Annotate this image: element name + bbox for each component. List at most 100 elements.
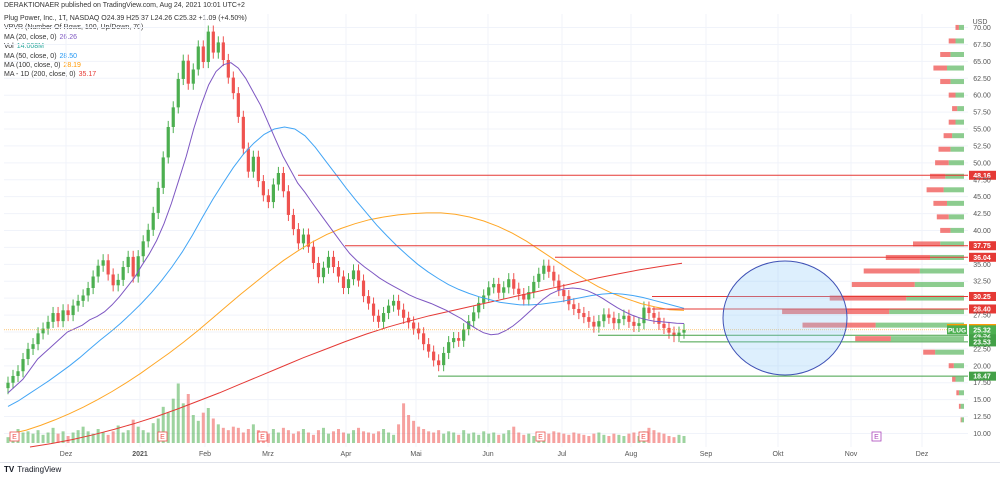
x-tick-label: Aug bbox=[625, 451, 638, 458]
x-tick-label: Apr bbox=[341, 451, 353, 458]
volume-bar bbox=[321, 427, 325, 443]
y-tick-label: 10.00 bbox=[973, 431, 991, 438]
candle-body bbox=[472, 312, 476, 322]
legend-label: Plug Power, Inc., 1T, NASDAQ O24.39 H25.… bbox=[4, 15, 247, 22]
candle-body bbox=[582, 313, 586, 318]
vpvr-bar-down bbox=[930, 173, 946, 179]
x-tick-label: 2021 bbox=[132, 451, 148, 458]
candle-body bbox=[662, 323, 666, 328]
volume-bar bbox=[632, 432, 636, 443]
volume-bar bbox=[597, 432, 601, 443]
x-tick-label: Mrz bbox=[262, 451, 274, 458]
volume-bar bbox=[146, 432, 150, 443]
vpvr-bar-down bbox=[926, 187, 944, 193]
volume-bar bbox=[196, 420, 200, 443]
volume-bar bbox=[101, 432, 105, 443]
volume-bar bbox=[482, 431, 486, 443]
candle-body bbox=[447, 342, 451, 353]
candle-body bbox=[497, 283, 501, 293]
x-tick-label: Nov bbox=[845, 451, 858, 458]
volume-bar bbox=[276, 432, 280, 443]
volume-bar bbox=[251, 424, 255, 443]
legend-row[interactable]: MA (100, close, 0) 28.19 bbox=[4, 61, 247, 70]
tradingview-logo[interactable]: TV TradingView bbox=[4, 465, 61, 474]
volume-bar bbox=[341, 432, 345, 443]
candle-body bbox=[321, 267, 326, 278]
candle-body bbox=[121, 267, 125, 280]
candle-body bbox=[391, 300, 396, 306]
volume-bar bbox=[86, 431, 90, 443]
vpvr-bar-down bbox=[851, 282, 915, 288]
volume-bar bbox=[31, 433, 35, 443]
vpvr-bar-down bbox=[948, 363, 954, 369]
volume-bar bbox=[562, 433, 566, 443]
volume-bar bbox=[166, 412, 170, 443]
y-tick-label: 12.50 bbox=[973, 414, 991, 421]
candle-body bbox=[131, 256, 135, 277]
candle-body bbox=[146, 229, 150, 242]
vpvr-bar-up bbox=[955, 38, 964, 44]
candle-body bbox=[637, 323, 641, 326]
vpvr-bar-up bbox=[948, 160, 964, 166]
legend-row[interactable]: MA - 1D (200, close, 0) 35.17 bbox=[4, 70, 247, 79]
volume-bar bbox=[382, 429, 386, 443]
candle-body bbox=[21, 359, 25, 372]
candle-body bbox=[381, 313, 386, 322]
volume-bar bbox=[367, 432, 371, 443]
volume-bar bbox=[121, 432, 125, 443]
volume-bar bbox=[151, 423, 155, 443]
earnings-marker-box bbox=[638, 431, 649, 442]
vpvr-bar-up bbox=[943, 187, 964, 193]
candle-body bbox=[612, 317, 616, 324]
candle-body bbox=[141, 241, 145, 257]
volume-bar bbox=[412, 420, 416, 443]
volume-bar bbox=[71, 432, 75, 443]
candle-body bbox=[412, 322, 416, 329]
volume-bar bbox=[326, 433, 330, 443]
candle-body bbox=[181, 60, 185, 79]
vpvr-bar-up bbox=[961, 417, 964, 423]
volume-bar bbox=[336, 429, 340, 443]
legend-row[interactable]: MA (20, close, 0) 26.26 bbox=[4, 33, 247, 42]
price-level-tag bbox=[969, 170, 996, 180]
price-level-label: 48.16 bbox=[973, 173, 991, 180]
volume-bar bbox=[517, 432, 521, 443]
volume-bar bbox=[21, 432, 25, 443]
volume-bar bbox=[577, 433, 581, 443]
legend-row[interactable]: MA (50, close, 0) 28.50 bbox=[4, 52, 247, 61]
legend-row[interactable]: Vol 14.008M bbox=[4, 42, 247, 51]
candle-body bbox=[552, 271, 556, 281]
candle-body bbox=[201, 46, 205, 63]
volume-bar bbox=[266, 433, 270, 443]
price-tag-prefix: PLUG bbox=[948, 327, 966, 334]
vpvr-bar-down bbox=[940, 79, 951, 85]
y-tick-label: 67.50 bbox=[973, 42, 991, 49]
volume-bar bbox=[181, 403, 185, 443]
candle-body bbox=[261, 181, 265, 196]
volume-bar bbox=[422, 429, 426, 443]
volume-bar bbox=[141, 430, 145, 443]
earnings-marker-box bbox=[535, 431, 546, 442]
earnings-marker-label: E bbox=[160, 434, 165, 441]
volume-bar bbox=[301, 429, 305, 443]
candle-body bbox=[532, 281, 536, 293]
price-level-tag bbox=[969, 241, 996, 251]
volume-bar bbox=[241, 432, 245, 443]
volume-bar bbox=[236, 427, 240, 443]
volume-bar bbox=[387, 432, 391, 443]
candle-body bbox=[366, 296, 371, 304]
candle-body bbox=[396, 300, 401, 310]
earnings-marker-box bbox=[257, 431, 268, 442]
legend-row[interactable]: Plug Power, Inc., 1T, NASDAQ O24.39 H25.… bbox=[4, 14, 247, 23]
price-tag-prefix-box bbox=[947, 325, 967, 335]
volume-bar bbox=[622, 436, 626, 443]
currency-label: USD bbox=[973, 19, 988, 26]
vpvr-bar-up bbox=[906, 295, 964, 301]
volume-bar bbox=[131, 419, 135, 443]
y-tick-label: 52.50 bbox=[973, 143, 991, 150]
volume-bar bbox=[627, 433, 631, 443]
volume-bar bbox=[492, 432, 496, 443]
vpvr-bar-down bbox=[952, 106, 958, 112]
earnings-marker-box bbox=[157, 431, 168, 442]
